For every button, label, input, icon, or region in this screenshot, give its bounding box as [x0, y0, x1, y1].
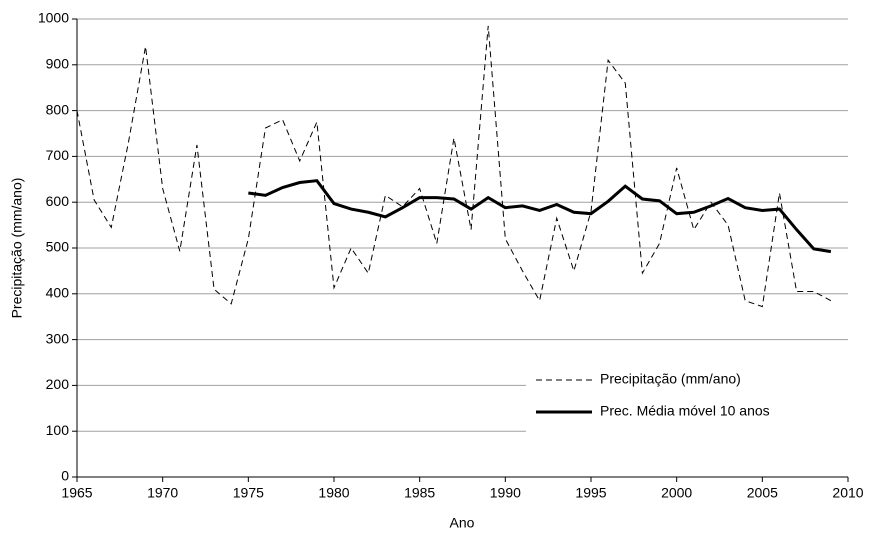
- legend-label: Prec. Média móvel 10 anos: [600, 403, 770, 419]
- x-tick-label: 1965: [61, 485, 92, 501]
- legend-box: [526, 366, 854, 432]
- series-line: [76, 25, 832, 308]
- y-tick-label: 1000: [38, 10, 69, 26]
- x-tick-label: 1995: [575, 485, 606, 501]
- x-tick-label: 2005: [747, 485, 778, 501]
- x-tick-label: 1985: [404, 485, 435, 501]
- y-tick-label: 200: [46, 376, 70, 392]
- y-tick-label: 0: [61, 468, 69, 484]
- x-tick-label: 1990: [490, 485, 521, 501]
- y-tick-label: 400: [46, 285, 70, 301]
- x-tick-label: 1975: [233, 485, 264, 501]
- x-tick-label: 1970: [147, 485, 178, 501]
- x-tick-label: 2000: [661, 485, 692, 501]
- y-tick-label: 900: [46, 56, 70, 72]
- x-tick-label: 2010: [832, 485, 863, 501]
- y-tick-label: 100: [46, 422, 70, 438]
- x-tick-label: 1980: [318, 485, 349, 501]
- y-axis-label: Precipitação (mm/ano): [9, 178, 25, 319]
- y-tick-label: 600: [46, 193, 70, 209]
- y-tick-label: 500: [46, 239, 70, 255]
- y-tick-label: 300: [46, 330, 70, 346]
- legend-label: Precipitação (mm/ano): [600, 371, 741, 387]
- y-tick-label: 800: [46, 101, 70, 117]
- y-tick-label: 700: [46, 147, 70, 163]
- x-axis-label: Ano: [450, 515, 475, 531]
- series-line: [248, 179, 832, 254]
